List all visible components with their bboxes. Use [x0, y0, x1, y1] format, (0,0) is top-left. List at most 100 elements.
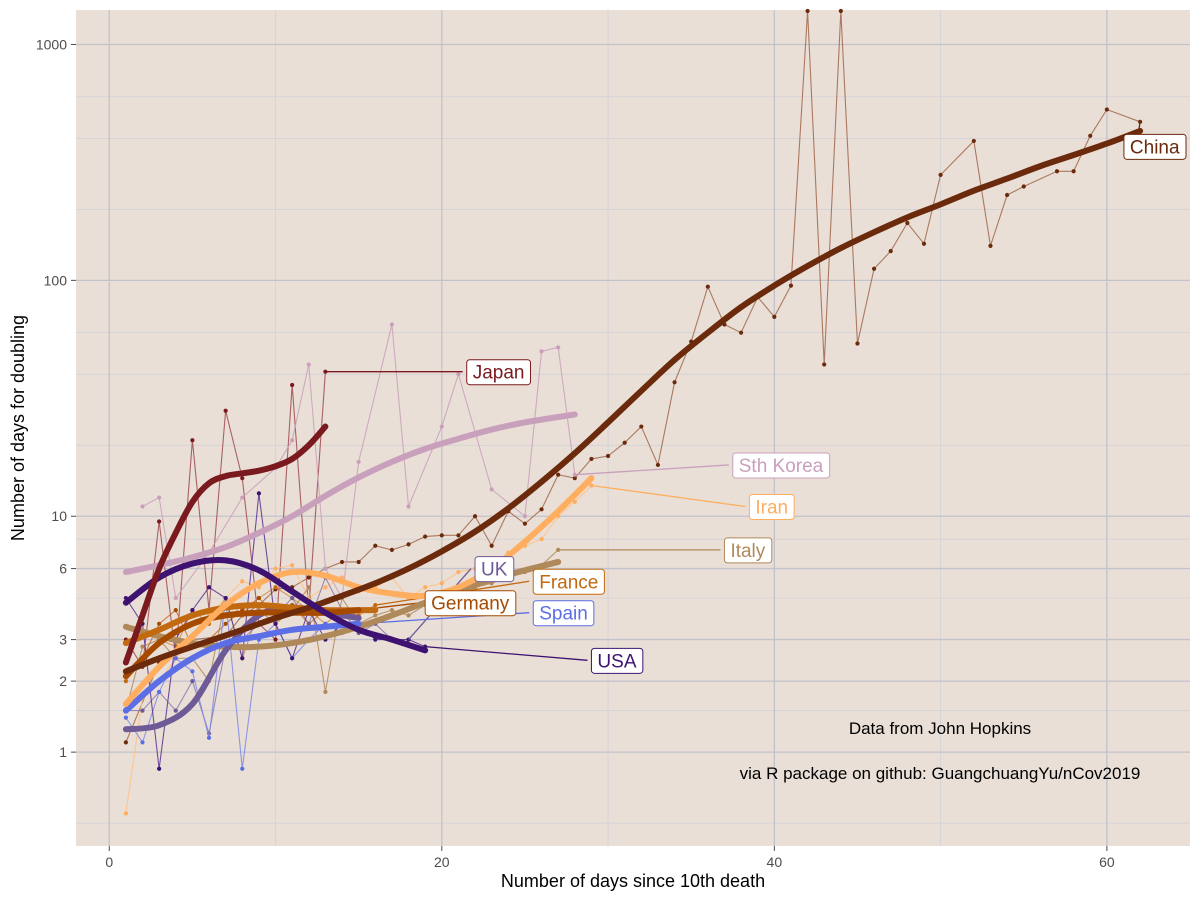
- germany-label-text: Germany: [431, 594, 510, 615]
- sth-korea-data-point: [290, 438, 295, 443]
- sth-korea-data-point: [323, 566, 328, 571]
- china-data-point: [439, 533, 444, 538]
- china-data-point: [788, 283, 794, 288]
- iran-data-point: [572, 499, 577, 505]
- sth-korea-data-point: [389, 322, 395, 327]
- usa-data-point: [240, 656, 245, 661]
- china-data-point: [871, 266, 877, 271]
- france-label: France: [532, 568, 605, 595]
- iran-data-point: [123, 811, 128, 816]
- china-smoothed-line: [122, 127, 1144, 675]
- china-data-point: [306, 575, 311, 580]
- iran-label-leader: [591, 484, 746, 508]
- sth-korea-label: Sth Korea: [732, 452, 831, 479]
- france-label-box: [532, 568, 605, 595]
- china-data-point: [123, 740, 128, 745]
- japan-data-point: [157, 519, 162, 524]
- spain-data-point: [206, 735, 212, 740]
- japan-smoothed-line: [122, 423, 329, 666]
- sth-korea-data-point: [240, 495, 245, 500]
- spain-label-text: Spain: [539, 604, 588, 625]
- y-tick-label: 3: [59, 632, 67, 648]
- germany-data-point: [256, 595, 261, 601]
- germany-label-box: [424, 590, 517, 617]
- china-data-point: [589, 456, 594, 462]
- china-data-point: [472, 514, 478, 519]
- usa-data-point: [206, 585, 212, 590]
- japan-data-point: [190, 438, 195, 443]
- x-tick-label: 60: [1099, 854, 1115, 870]
- china-data-point: [639, 424, 644, 429]
- china-data-point: [888, 249, 893, 254]
- uk-label-box: [474, 556, 515, 583]
- iran-label: Iran: [748, 493, 795, 520]
- sth-korea-label-leader: [574, 464, 729, 476]
- usa-label-leader: [425, 646, 588, 661]
- iran-data-point: [439, 581, 444, 586]
- usa-data-point: [157, 766, 162, 771]
- source-annotation-2: via R package on github: GuangchuangYu/n…: [740, 764, 1141, 783]
- china-data-point: [805, 8, 810, 14]
- uk-data-point: [140, 708, 145, 713]
- germany-data-point: [157, 621, 162, 626]
- sth-korea-label-text: Sth Korea: [739, 456, 824, 477]
- china-raw-line: [125, 10, 1141, 743]
- sth-korea-data-point: [439, 424, 444, 429]
- spain-label-box: [532, 600, 595, 627]
- germany-data-point: [223, 621, 228, 626]
- x-tick-label: 40: [767, 854, 783, 870]
- china-data-point: [339, 559, 345, 565]
- series-labels: China Japan Sth Korea Iran Italy France German…: [424, 133, 1187, 674]
- y-axis-title: Number of days for doubling: [8, 315, 28, 541]
- france-data-point: [123, 679, 128, 684]
- italy-data-point: [373, 613, 378, 618]
- china-data-point: [738, 330, 744, 335]
- china-data-point: [855, 341, 860, 346]
- sth-korea-data-point: [356, 459, 361, 464]
- spain-data-point: [123, 715, 128, 720]
- iran-data-point: [539, 537, 544, 542]
- sth-korea-data-point: [539, 349, 544, 354]
- france-label-text: France: [539, 572, 598, 593]
- spain-data-point: [190, 669, 195, 674]
- usa-data-point: [373, 637, 378, 642]
- china-data-point: [356, 559, 361, 565]
- china-data-point: [373, 543, 378, 548]
- iran-data-point: [456, 569, 461, 575]
- sth-korea-data-point: [157, 495, 162, 500]
- spain-data-point: [173, 656, 178, 661]
- japan-label-text: Japan: [473, 363, 525, 384]
- usa-label: USA: [590, 647, 644, 674]
- italy-data-point: [323, 689, 328, 695]
- y-tick-label: 6: [59, 561, 67, 577]
- sth-korea-smoothed-line: [122, 411, 578, 576]
- uk-data-point: [173, 708, 178, 713]
- china-data-point: [655, 462, 661, 468]
- sth-korea-data-point: [173, 595, 178, 601]
- iran-data-point: [273, 566, 278, 571]
- y-tick-label: 10: [51, 508, 67, 524]
- italy-label: Italy: [723, 537, 773, 564]
- sth-korea-data-point: [456, 372, 461, 377]
- uk-label-text: UK: [481, 560, 508, 581]
- x-tick-label: 20: [434, 854, 450, 870]
- china-data-point: [572, 476, 577, 481]
- japan-label: Japan: [466, 359, 532, 386]
- y-tick-label: 2: [59, 673, 67, 689]
- germany-label: Germany: [424, 590, 517, 617]
- italy-data-point: [140, 644, 145, 649]
- iran-data-point: [240, 579, 245, 584]
- china-label-text: China: [1130, 137, 1180, 158]
- iran-data-point: [290, 563, 295, 568]
- source-annotation-1: Data from John Hopkins: [849, 719, 1031, 738]
- uk-data-point: [290, 595, 295, 601]
- china-data-point: [1054, 169, 1060, 174]
- china-data-point: [389, 547, 395, 552]
- spain-data-point: [157, 689, 162, 695]
- china-data-point: [456, 533, 461, 538]
- usa-data-point: [190, 608, 195, 613]
- sth-korea-data-point: [556, 345, 561, 350]
- usa-label-box: [590, 647, 644, 674]
- sth-korea-data-point: [522, 514, 528, 519]
- uk-label: UK: [474, 556, 515, 583]
